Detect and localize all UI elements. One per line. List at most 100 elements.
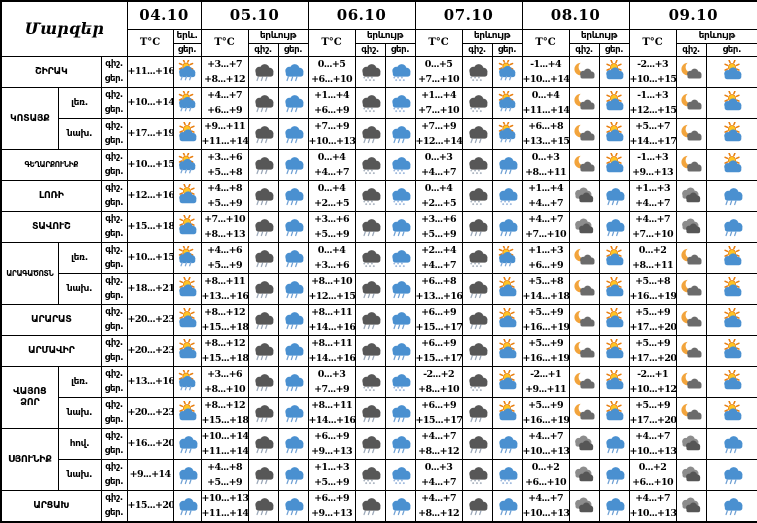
sun-rain-icon (178, 370, 196, 391)
icon-cell (598, 365, 630, 398)
day-label: ցեր. (104, 228, 124, 239)
sun-cloud-icon (724, 401, 742, 421)
moon-cloud-icon (681, 92, 702, 110)
sun-rain-icon (178, 153, 196, 174)
icon-cell (461, 117, 493, 150)
day-temp: +10...+12 (629, 383, 677, 395)
icon-cell (384, 272, 416, 305)
night-temp: +4...+7 (421, 492, 456, 504)
day-temp: +3...+6 (314, 259, 349, 271)
region-name-cell: ԳԵՂԱՐՔՈՒՆԻՔ (0, 148, 102, 181)
region-name-cell: ԱՐԱԳԱԾՈՏՆ (0, 241, 59, 305)
temp-cell: +1...+4 +6...+9 (307, 86, 356, 119)
icon-cell (675, 334, 707, 367)
icon-cell (277, 117, 309, 150)
night-temp: +8...+12 (204, 399, 245, 411)
temp-cell: +4...+7 +10...+13 (628, 427, 677, 460)
temp-cell: +4...+7 +8...+12 (414, 489, 463, 522)
sun-cloud-icon (606, 308, 624, 328)
dark-rain-icon (255, 312, 274, 330)
sun-cloud-icon (724, 277, 742, 297)
blue-rain-icon (606, 436, 625, 454)
night-temp: 0...+2 (638, 244, 667, 256)
icon-cell (384, 86, 416, 119)
night-day-label-cell: գիշ. ցեր. (100, 303, 128, 336)
night-temp: +5...+8 (528, 275, 563, 287)
icon-cell (491, 117, 523, 150)
temp-cell: +5...+9 +16...+19 (521, 303, 570, 336)
icon-cell (461, 396, 493, 429)
night-temp: +4...+7 (528, 492, 563, 504)
icon-cell (568, 489, 600, 522)
night-label: գիշ. (105, 89, 123, 100)
date-header: 04.10 (126, 0, 202, 30)
day-temp: +4...+7 (314, 166, 349, 178)
icon-cell (247, 458, 279, 491)
icon-cell (675, 489, 707, 522)
subregion-label-cell: նախ. (57, 458, 102, 491)
icon-cell (491, 241, 523, 274)
temp-cell: +15...+18 (126, 210, 174, 243)
blue-rain-icon (724, 498, 743, 516)
icon-cell (568, 303, 600, 336)
moon-cloud-icon (681, 402, 702, 420)
forecast-body: ՇԻՐԱԿ գիշ. ցեր. +11...+16 +3...+7 +8...+12 0..… (0, 55, 757, 522)
day-temp: +16...+19 (522, 352, 570, 364)
day-temp: +14...+16 (308, 414, 356, 426)
day-temp: +8...+12 (418, 445, 459, 457)
temp-unit-header: T°C (200, 28, 249, 57)
temp-cell: +4...+7 +8...+12 (414, 427, 463, 460)
day-temp: +15...+18 (201, 414, 249, 426)
region-name-cell: ՎԱՅՈՑ ՁՈՐ (0, 365, 59, 429)
night-temp: +5...+9 (635, 399, 670, 411)
icon-cell (384, 396, 416, 429)
dark-rain-icon (469, 219, 488, 237)
night-subheader: գիշ. (354, 42, 386, 57)
night-temp: +8...+10 (311, 275, 352, 287)
day-temp: +10...+13 (629, 445, 677, 457)
blue-rain-icon (392, 436, 411, 454)
icon-cell (277, 334, 309, 367)
corner-region-header: Մարզեր (0, 0, 128, 57)
icon-cell (491, 210, 523, 243)
day-label: ցեր. (104, 259, 124, 270)
blue-rain-icon (724, 219, 743, 237)
day-temp: +11...+14 (201, 507, 249, 519)
sun-rain-icon (498, 246, 516, 267)
sun-cloud-icon (724, 91, 742, 111)
dark-rain-icon (362, 219, 381, 237)
icon-cell (705, 179, 757, 212)
day-temp: +6...+9 (314, 104, 349, 116)
day-temp: +17...+20 (629, 321, 677, 333)
night-temp: 0...+4 (317, 182, 346, 194)
night-temp: +3...+6 (314, 213, 349, 225)
blue-rain-icon (285, 281, 304, 299)
night-day-label-cell: գիշ. ցեր. (100, 489, 128, 522)
dark-sleet-icon (362, 188, 381, 206)
night-temp: +4...+7 (528, 430, 563, 442)
dark-rain-icon (469, 343, 488, 361)
dark-rain-icon (255, 64, 274, 82)
day-temp: +14...+17 (629, 135, 677, 147)
night-temp: +8...+11 (311, 337, 352, 349)
day-label: ցեր. (104, 445, 124, 456)
day-label: ցեր. (104, 352, 124, 363)
dark-rain-icon (362, 498, 381, 516)
blue-rain-icon (285, 498, 304, 516)
temp-cell: 0...+4 +2...+5 (307, 179, 356, 212)
night-temp: +5...+8 (635, 275, 670, 287)
night-temp: +10...+13 (201, 492, 249, 504)
temp-cell: +4...+8 +5...+9 (200, 179, 249, 212)
icon-cell (568, 458, 600, 491)
dark-rain-icon (255, 219, 274, 237)
dark-sleet-icon (362, 95, 381, 113)
day-temp: +2...+5 (421, 197, 456, 209)
day-temp: +4...+7 (528, 197, 563, 209)
dark-rain-icon (362, 126, 381, 144)
dark-rain-icon (255, 95, 274, 113)
date-header: 08.10 (521, 0, 630, 30)
dark-sleet-icon (469, 467, 488, 485)
night-temp: 0...+3 (424, 151, 453, 163)
icon-cell (598, 148, 630, 181)
temp-cell: +7...+9 +12...+14 (414, 117, 463, 150)
